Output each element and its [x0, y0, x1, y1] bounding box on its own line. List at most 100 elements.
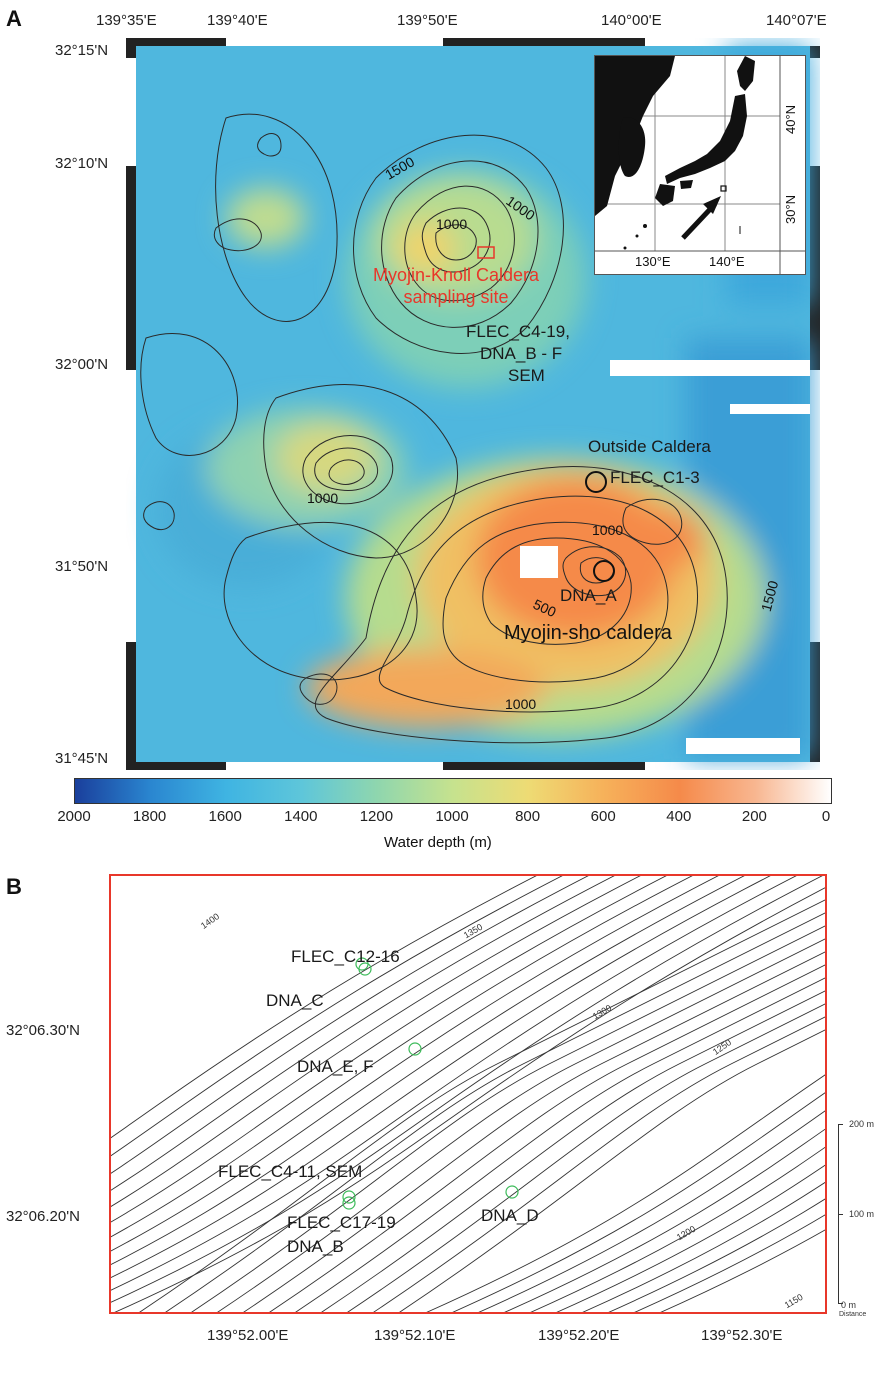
- contour-label-1000-e: 1000: [505, 696, 537, 712]
- marker-dna-c: [358, 962, 372, 976]
- b-lon-tick-2: 139°52.10'E: [374, 1327, 456, 1344]
- contour-line: [109, 874, 697, 1239]
- lon-tick-4: 140°00'E: [601, 12, 662, 29]
- label-flec-c4-19: FLEC_C4-19,: [466, 322, 570, 341]
- contour-line: [136, 898, 827, 1314]
- dna-a-marker: [593, 560, 615, 582]
- cbar-tick-1600: 1600: [208, 808, 242, 825]
- lat-tick-5: 31°45'N: [55, 750, 109, 767]
- contour-line: [109, 874, 801, 1292]
- site-label-line1: Myojin-Knoll Caldera: [372, 265, 540, 285]
- lat-tick-4: 31°50'N: [55, 558, 109, 575]
- inset-lon-130: 130°E: [635, 254, 671, 269]
- label-dna-c: DNA_C: [266, 991, 324, 1010]
- label-sem: SEM: [508, 366, 545, 385]
- contour-line: [578, 1180, 827, 1314]
- contour-line: [109, 874, 749, 1267]
- contour-line: [422, 1072, 827, 1314]
- label-dna-b: DNA_B: [287, 1237, 344, 1256]
- contour-line: [109, 874, 619, 1193]
- lat-tick-1: 32°15'N: [55, 42, 109, 59]
- contour-line: [109, 874, 827, 1304]
- label-dna-e-f: DNA_E, F: [297, 1057, 374, 1076]
- contour-line: [526, 1145, 827, 1314]
- contour-line: [604, 1197, 827, 1314]
- inset-lon-140: 140°E: [709, 254, 745, 269]
- contour-line: [109, 874, 645, 1209]
- b-lat-tick-1: 32°06.30'N: [6, 1022, 80, 1039]
- contour-line: [656, 1228, 827, 1314]
- scale-distance: Distance: [839, 1311, 867, 1318]
- cbar-tick-400: 400: [666, 808, 692, 825]
- lon-tick-1: 139°35'E: [96, 12, 157, 29]
- colorbar-ticks: 2000 1800 1600 1400 1200 1000 800 600 40…: [57, 808, 831, 828]
- sampling-site-box: [477, 246, 495, 259]
- cbar-tick-1200: 1200: [359, 808, 394, 825]
- contour-line: [240, 950, 827, 1314]
- contour-line: [109, 874, 567, 1158]
- site-label-line2: sampling site: [403, 287, 509, 307]
- outside-caldera-marker: [585, 471, 607, 493]
- contour-line: [370, 1015, 827, 1314]
- b-lon-tick-3: 139°52.20'E: [538, 1327, 620, 1344]
- contour-line: [110, 886, 827, 1314]
- lon-tick-2: 139°40'E: [207, 12, 268, 29]
- label-dna-b-f: DNA_B - F: [480, 344, 563, 363]
- label-dna-a: DNA_A: [560, 586, 617, 605]
- label-flec-c1-3: FLEC_C1-3: [610, 468, 700, 487]
- contour-line: [500, 1127, 827, 1314]
- contour-label-1000-a: 1000: [436, 216, 468, 232]
- contour-line: [188, 924, 827, 1314]
- label-dna-d: DNA_D: [481, 1206, 539, 1225]
- contour-line: [109, 874, 775, 1280]
- contour-line: [266, 963, 827, 1314]
- inset-lat-40: 40°N: [783, 104, 798, 134]
- contour-line: [552, 1163, 827, 1314]
- lon-tick-3: 139°50'E: [397, 12, 458, 29]
- depth-colorbar: [74, 778, 832, 804]
- cbar-tick-600: 600: [590, 808, 616, 825]
- panel-b-letter: B: [6, 874, 22, 899]
- cbar-tick-2000: 2000: [57, 808, 91, 825]
- contour-line: [109, 874, 593, 1176]
- contour-label-1000-d: 1000: [592, 522, 624, 538]
- cbar-tick-1800: 1800: [132, 808, 167, 825]
- b-lon-tick-1: 139°52.00'E: [207, 1327, 289, 1344]
- inset-lat-30: 30°N: [783, 194, 798, 224]
- contour-line: [109, 874, 541, 1140]
- marker-dna-e-f: [408, 1042, 422, 1056]
- contour-line: [396, 1028, 827, 1314]
- label-flec-c17-19: FLEC_C17-19: [287, 1213, 396, 1232]
- label-flec-c4-11-sem: FLEC_C4-11, SEM: [218, 1162, 363, 1181]
- scale-bar: [838, 1124, 845, 1304]
- cbar-tick-200: 200: [741, 808, 767, 825]
- marker-flec-c4-11: [342, 1190, 356, 1204]
- cbar-tick-1400: 1400: [284, 808, 318, 825]
- contour-line: [474, 1109, 827, 1314]
- contour-label-1000-c: 1000: [307, 490, 339, 506]
- detail-contour-map: [109, 874, 827, 1314]
- marker-flec-c17-19: [342, 1196, 356, 1210]
- lat-tick-3: 32°00'N: [55, 356, 109, 373]
- marker-dna-d: [505, 1185, 519, 1199]
- colorbar-label: Water depth (m): [384, 834, 492, 851]
- contour-line: [162, 911, 827, 1314]
- scale-100m: 100 m: [849, 1209, 875, 1219]
- contour-line: [318, 989, 827, 1314]
- contour-line: [109, 874, 723, 1253]
- lat-tick-2: 32°10'N: [55, 155, 109, 172]
- inset-japan: [595, 56, 805, 274]
- cbar-tick-800: 800: [515, 808, 541, 825]
- scale-0m: 0 m: [841, 1300, 857, 1310]
- panel-a-letter: A: [6, 6, 22, 31]
- contour-line: [344, 1002, 827, 1314]
- inset-map: 40°N 30°N 130°E 140°E: [594, 55, 806, 275]
- cbar-tick-0: 0: [821, 808, 831, 825]
- label-outside-caldera: Outside Caldera: [588, 437, 711, 456]
- cbar-tick-1000: 1000: [435, 808, 469, 825]
- b-lon-tick-4: 139°52.30'E: [701, 1327, 783, 1344]
- b-lat-tick-2: 32°06.20'N: [6, 1208, 80, 1225]
- contour-line: [292, 976, 827, 1314]
- label-myojin-sho: Myojin-sho caldera: [504, 622, 672, 644]
- scale-200m: 200 m: [849, 1119, 875, 1129]
